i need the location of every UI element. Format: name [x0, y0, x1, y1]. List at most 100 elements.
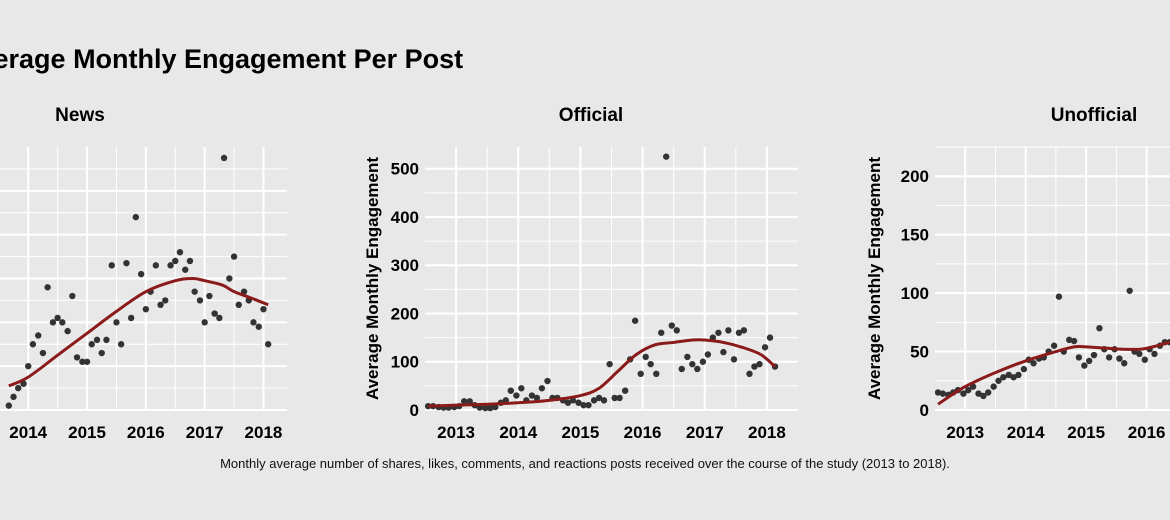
data-point [585, 401, 592, 409]
panel-title-unofficial: Unofficial [1051, 105, 1138, 126]
data-point [507, 387, 514, 394]
y-tick-label: 200 [391, 304, 419, 323]
data-point [176, 249, 184, 256]
data-point [206, 292, 213, 300]
data-point [142, 305, 150, 313]
data-point [1081, 362, 1088, 369]
data-point [137, 270, 145, 278]
data-point [533, 394, 541, 402]
data-point [975, 390, 982, 397]
data-point [538, 385, 546, 392]
x-tick-label: 2014 [499, 423, 537, 442]
data-point [647, 360, 654, 368]
data-point [39, 349, 47, 357]
data-point [935, 389, 942, 396]
panel-title-official: Official [559, 105, 623, 126]
data-point [220, 154, 228, 162]
data-point [621, 387, 629, 394]
data-point [1085, 357, 1093, 365]
x-tick-label: 2018 [245, 423, 283, 442]
data-point [544, 377, 551, 385]
data-point [230, 253, 238, 260]
x-tick-label: 2014 [1007, 423, 1045, 442]
data-point [704, 351, 712, 358]
data-point [575, 399, 582, 406]
data-point [600, 397, 608, 404]
data-point [699, 358, 707, 365]
x-tick-label: 2017 [186, 423, 224, 442]
data-point [595, 394, 603, 402]
data-point [694, 365, 701, 373]
data-point [152, 262, 160, 269]
data-point [730, 356, 738, 363]
data-point [1141, 356, 1148, 363]
data-point [98, 349, 105, 357]
data-point [960, 390, 967, 397]
panel-unofficial: Unofficial 2013 2014 2015 2016 0 50 100 150 200 Av… [865, 105, 1170, 442]
data-point [1136, 350, 1143, 358]
data-point [980, 392, 987, 400]
data-point [172, 257, 179, 265]
data-point [740, 327, 748, 334]
trend-line-news [8, 276, 269, 388]
x-tick-label: 2017 [686, 423, 724, 442]
data-point [653, 370, 660, 378]
panel-title-news: News [55, 105, 105, 126]
data-point [88, 341, 95, 348]
data-point [1015, 371, 1022, 379]
data-point [59, 319, 66, 326]
data-point [985, 389, 992, 396]
y-tick-label: 100 [901, 284, 929, 303]
data-point [735, 329, 743, 336]
data-point [211, 310, 218, 317]
data-point [1000, 374, 1007, 381]
data-point [260, 305, 267, 313]
data-point [637, 370, 644, 378]
data-point [756, 360, 763, 368]
data-point [10, 393, 17, 401]
data-point [103, 336, 110, 344]
y-tick-label: 500 [391, 160, 419, 179]
data-point [250, 319, 257, 326]
data-point [127, 314, 135, 322]
x-tick-label: 2016 [1128, 423, 1166, 442]
data-point [1090, 351, 1098, 359]
y-tick-label: 0 [410, 401, 419, 420]
y-tick-label: 300 [391, 256, 419, 275]
data-point [1116, 355, 1123, 362]
data-point [751, 363, 758, 370]
data-point [5, 402, 13, 409]
data-point [73, 354, 81, 361]
data-point [939, 390, 947, 397]
y-tick-label: 100 [391, 353, 419, 372]
data-point [564, 399, 572, 406]
panel-official: Official 2013 2014 2015 2016 2017 2018 0 100 200 3… [363, 105, 798, 442]
data-point [255, 323, 262, 330]
data-point [1066, 336, 1073, 344]
data-point [79, 358, 86, 365]
data-point [108, 262, 115, 269]
data-point [528, 392, 536, 399]
data-point [631, 317, 639, 324]
data-point [995, 377, 1002, 384]
data-point [49, 319, 57, 326]
data-point [186, 257, 194, 265]
data-point [1121, 360, 1128, 367]
data-point [715, 329, 722, 336]
data-point [113, 319, 120, 326]
y-axis-label-official: Average Monthly Engagement [363, 157, 382, 400]
data-point [167, 262, 174, 269]
data-point [466, 398, 473, 405]
data-point [611, 394, 618, 402]
data-point [1055, 293, 1063, 300]
data-point [182, 266, 189, 273]
data-point [157, 301, 164, 308]
data-point [965, 386, 972, 394]
data-point [226, 275, 233, 282]
data-point [720, 348, 727, 356]
data-point [482, 404, 489, 412]
data-point [123, 259, 130, 267]
data-point [83, 358, 91, 365]
data-point [684, 353, 691, 361]
